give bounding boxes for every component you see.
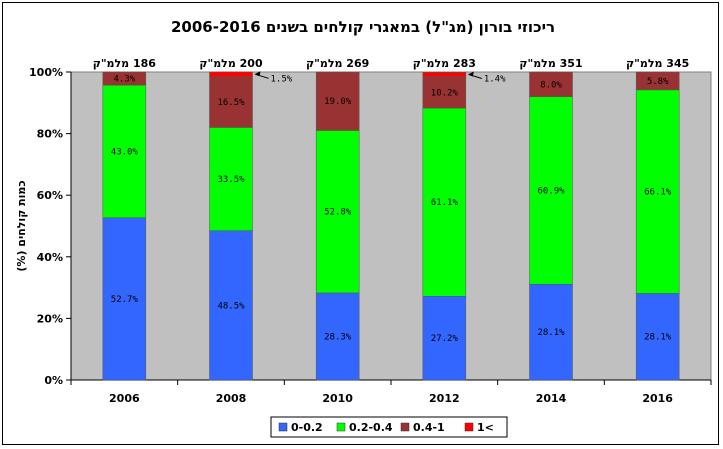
data-label: 66.1% — [644, 188, 672, 198]
bar-segment — [102, 217, 147, 381]
bar-segment — [315, 292, 360, 381]
bar-top-label: 283 מלמ"ק — [413, 57, 476, 70]
data-label: 5.8% — [647, 77, 669, 87]
y-axis-label: כמות קולחים (%) — [15, 180, 28, 271]
bar-top-label: 345 מלמ"ק — [626, 57, 689, 70]
bar-segment — [635, 89, 680, 294]
data-label: 1.4% — [484, 74, 506, 84]
legend: 0-0.2 0.2-0.4 0.4-1 1< — [270, 416, 508, 438]
bar-segment — [422, 107, 467, 297]
data-label: 33.5% — [217, 175, 245, 185]
legend-swatch — [400, 422, 410, 432]
bar-top-label: 186 מלמ"ק — [93, 57, 157, 70]
x-axis: 2006 2008 2010 2012 2014 2016 — [70, 379, 712, 405]
data-label: 27.2% — [431, 334, 459, 344]
legend-swatch — [278, 422, 288, 432]
bar-segment — [422, 295, 467, 381]
x-tick-label: 2008 — [216, 392, 247, 405]
data-label: 61.1% — [431, 198, 459, 208]
bar-segment — [209, 127, 253, 231]
callout-arrowhead — [467, 71, 474, 77]
bar-segment — [635, 71, 680, 91]
data-label: 28.1% — [644, 333, 672, 343]
chart-title: ריכוזי בורון (מג"ל) במאגרי קולחים בשנים … — [171, 18, 555, 36]
legend-label: 0.4-1 — [413, 421, 445, 434]
x-tick-label: 2016 — [642, 392, 673, 405]
y-axis: 0% 20% 40% 60% 80% 100% — [29, 66, 72, 387]
bars — [102, 71, 680, 381]
data-label: 43.0% — [111, 147, 139, 157]
data-label: 52.8% — [324, 208, 352, 218]
bar-top-label: 351 מלמ"ק — [519, 57, 582, 70]
data-label: 4.3% — [113, 75, 135, 85]
callout-arrowhead — [254, 71, 261, 77]
data-label: 1.5% — [271, 74, 293, 84]
data-label: 28.1% — [537, 328, 565, 338]
bar-segment — [102, 84, 147, 218]
x-tick-label: 2012 — [429, 392, 460, 405]
data-label: 16.5% — [217, 98, 245, 108]
y-tick-label: 40% — [37, 251, 63, 264]
bar-segment — [209, 76, 253, 128]
bar-segment — [529, 71, 573, 97]
data-label: 60.9% — [537, 186, 565, 196]
data-label: 48.5% — [217, 301, 245, 311]
data-labels: 52.7% 43.0% 4.3% 186 מלמ"ק 48.5% 33.5% 16.5% 1.… — [93, 57, 690, 344]
callouts — [254, 71, 482, 79]
chart-frame: ריכוזי בורון (מג"ל) במאגרי קולחים בשנים … — [2, 2, 719, 445]
plot-area — [70, 71, 712, 381]
y-tick-label: 80% — [37, 128, 63, 141]
data-label: 8.0% — [540, 80, 562, 90]
legend-label: 0-0.2 — [291, 421, 323, 434]
y-tick-label: 100% — [29, 66, 63, 79]
legend-label: 0.2-0.4 — [349, 421, 393, 434]
legend-swatch — [464, 422, 474, 432]
x-tick-label: 2010 — [322, 392, 353, 405]
legend-label: 1< — [477, 421, 494, 434]
bar-segment — [102, 71, 147, 86]
data-label: 52.7% — [111, 295, 139, 305]
bar-segment — [422, 72, 467, 77]
bar-segment — [315, 130, 360, 294]
bar-segment — [422, 76, 467, 109]
y-tick-label: 0% — [44, 374, 63, 387]
bar-segment — [529, 96, 573, 285]
data-label: 19.0% — [324, 97, 352, 107]
bar-segment — [209, 71, 253, 77]
data-label: 28.3% — [324, 332, 352, 342]
bar-top-label: 269 מלמ"ק — [306, 57, 369, 70]
y-tick-label: 60% — [37, 189, 63, 202]
bar-segment — [529, 283, 573, 381]
x-tick-label: 2006 — [109, 392, 140, 405]
bar-segment — [315, 71, 360, 131]
chart-svg: ריכוזי בורון (מג"ל) במאגרי קולחים בשנים … — [15, 18, 712, 438]
y-tick-label: 20% — [37, 312, 63, 325]
legend-swatch — [336, 422, 346, 432]
legend-box — [270, 416, 508, 438]
x-tick-label: 2014 — [536, 392, 567, 405]
bar-segment — [635, 293, 680, 381]
data-label: 10.2% — [431, 88, 459, 98]
bar-top-label: 200 מלמ"ק — [199, 57, 263, 70]
